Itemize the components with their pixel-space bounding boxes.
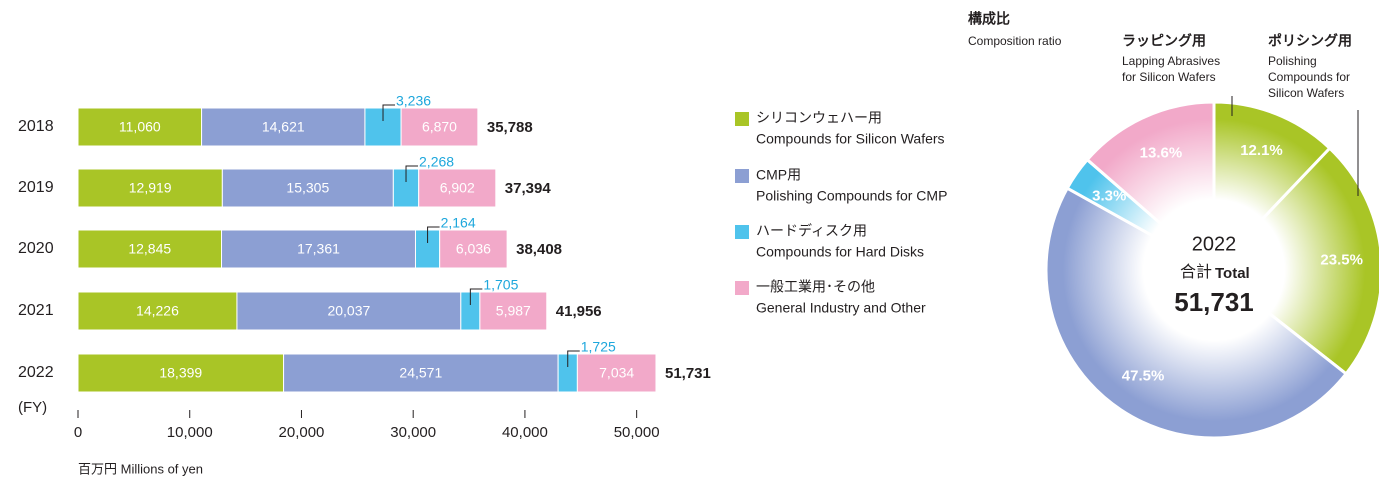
- category-label: 2022: [18, 364, 54, 381]
- legend-swatch: [735, 225, 749, 239]
- value-label: 2,164: [441, 215, 476, 231]
- callout-title: ポリシング用: [1268, 33, 1352, 49]
- callout-text: Polishing: [1268, 54, 1317, 68]
- total-label: 37,394: [505, 180, 552, 197]
- callout-text: Silicon Wafers: [1268, 86, 1344, 100]
- legend-label: 一般工業用･その他: [756, 279, 875, 295]
- donut-fade: [1046, 102, 1379, 438]
- legend-label-en: Polishing Compounds for CMP: [756, 188, 947, 204]
- donut-value-label: 47.5%: [1122, 368, 1165, 385]
- value-label: 24,571: [399, 365, 442, 381]
- bar-segment: [400, 107, 479, 147]
- fy-label: (FY): [18, 399, 47, 416]
- callout-text: for Silicon Wafers: [1122, 70, 1216, 84]
- value-label: 17,361: [297, 241, 340, 257]
- total-label: 35,788: [487, 119, 533, 136]
- leader-line: [469, 288, 483, 305]
- callout-title: ラッピング用: [1122, 33, 1206, 49]
- legend-label-en: General Industry and Other: [756, 300, 926, 316]
- category-label: 2019: [18, 179, 54, 196]
- pie-title: 構成比: [968, 11, 1010, 27]
- value-label: 1,725: [581, 339, 616, 355]
- category-label: 2021: [18, 302, 54, 319]
- legend-label: CMP用: [756, 167, 801, 183]
- bar-segment: [576, 353, 657, 393]
- legend-label-en: Compounds for Hard Disks: [756, 244, 924, 260]
- x-tick-label: 20,000: [279, 424, 325, 441]
- value-label: 14,621: [262, 119, 305, 135]
- leader-line: [382, 104, 396, 121]
- value-label: 12,845: [128, 241, 171, 257]
- value-label: 12,919: [129, 180, 172, 196]
- donut-value-label: 23.5%: [1320, 252, 1363, 269]
- x-tick-label: 40,000: [502, 424, 548, 441]
- value-label: 2,268: [419, 154, 454, 170]
- bar-segment: [77, 107, 203, 147]
- value-label: 20,037: [327, 303, 370, 319]
- bar-segment: [77, 168, 223, 208]
- value-label: 1,705: [483, 277, 518, 293]
- x-tick-label: 0: [74, 424, 82, 441]
- legend-label-en: Compounds for Silicon Wafers: [756, 131, 945, 147]
- value-label: 6,902: [440, 180, 475, 196]
- value-label: 3,236: [396, 93, 431, 109]
- value-label: 14,226: [136, 303, 179, 319]
- value-label: 6,870: [422, 119, 457, 135]
- callout-text: Compounds for: [1268, 70, 1350, 84]
- bar-segment: [77, 229, 223, 269]
- legend-label: ハードディスク用: [756, 223, 867, 239]
- bar-segment: [439, 229, 508, 269]
- bar-segment: [479, 291, 548, 331]
- x-tick-label: 10,000: [167, 424, 213, 441]
- total-label: 51,731: [665, 365, 711, 382]
- x-tick-label: 50,000: [614, 424, 660, 441]
- value-label: 5,987: [496, 303, 531, 319]
- bar-segment: [236, 291, 462, 331]
- bar-segment: [283, 353, 559, 393]
- legend-label: シリコンウェハー用: [756, 110, 882, 126]
- bar-segment: [77, 353, 285, 393]
- value-label: 7,034: [599, 365, 634, 381]
- category-label: 2018: [18, 118, 54, 135]
- x-tick-label: 30,000: [390, 424, 436, 441]
- value-label: 18,399: [159, 365, 202, 381]
- leader-line: [405, 165, 419, 182]
- total-label: 41,956: [556, 303, 602, 320]
- value-label: 15,305: [286, 180, 329, 196]
- donut-value-label: 13.6%: [1140, 144, 1183, 161]
- x-axis-label: 百万円 Millions of yen: [78, 461, 203, 476]
- value-label: 11,060: [119, 119, 161, 135]
- legend-swatch: [735, 169, 749, 183]
- legend-swatch: [735, 112, 749, 126]
- bar-segment: [77, 291, 238, 331]
- legend-swatch: [735, 281, 749, 295]
- callout-text: Lapping Abrasives: [1122, 54, 1220, 68]
- bar-segment: [418, 168, 497, 208]
- leader-line: [567, 350, 580, 367]
- value-label: 6,036: [456, 241, 491, 257]
- center-year: 2022: [1192, 233, 1237, 255]
- bar-segment: [221, 168, 394, 208]
- center-label-en: Total: [1215, 265, 1250, 282]
- center-total: 51,731: [1174, 287, 1254, 317]
- center-label-ja: 合計: [1180, 263, 1212, 281]
- donut-value-label: 3.3%: [1092, 187, 1126, 204]
- category-label: 2020: [18, 240, 54, 257]
- donut-value-label: 12.1%: [1240, 142, 1283, 159]
- total-label: 38,408: [516, 241, 562, 258]
- pie-subtitle: Composition ratio: [968, 34, 1062, 48]
- leader-line: [427, 226, 440, 243]
